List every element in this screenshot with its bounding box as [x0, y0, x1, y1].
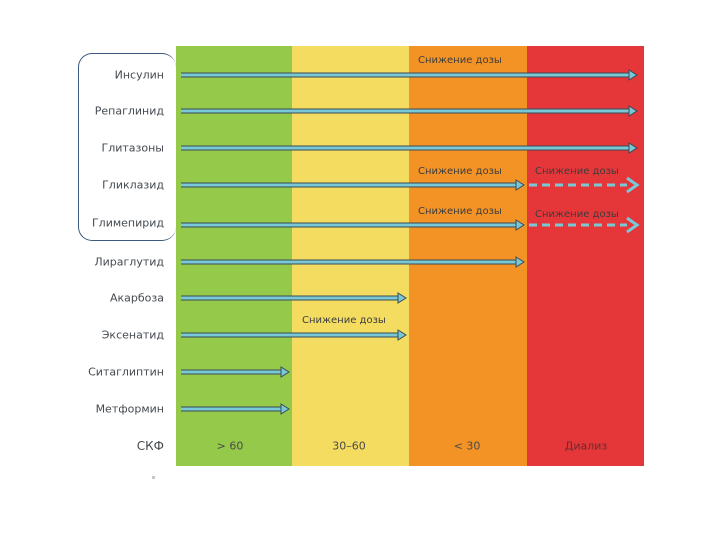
drug-label-acarbose: Акарбоза	[110, 291, 164, 305]
note-glimepiride-dialysis-dose-reduction: Снижение дозы	[535, 209, 619, 220]
drug-label-exenatide: Эксенатид	[101, 328, 164, 342]
axis-label-gt60: > 60	[216, 439, 244, 453]
zone-gfr-lt30	[409, 46, 527, 466]
note-gliclazide-dialysis-dose-reduction: Снижение дозы	[535, 166, 619, 177]
axis-label-dialysis: Диализ	[564, 439, 608, 453]
note-glimepiride-dose-reduction: Снижение дозы	[418, 206, 502, 217]
dashed-arrow-glimepiride	[529, 216, 640, 234]
stray-mark	[152, 476, 155, 479]
drug-label-metformin: Метформин	[95, 402, 164, 416]
axis-label-lt30: < 30	[453, 439, 481, 453]
drug-label-repaglinide: Репаглинид	[94, 104, 164, 118]
arrow-glimepiride	[181, 219, 525, 231]
drug-label-liraglutide: Лираглутид	[94, 255, 164, 269]
zone-dialysis	[527, 46, 644, 466]
axis-title: СКФ	[136, 439, 164, 453]
drug-label-insulin: Инсулин	[114, 68, 164, 82]
arrow-acarbose	[181, 292, 407, 304]
drug-label-glimepiride: Глимепирид	[91, 216, 164, 230]
note-exenatide-dose-reduction: Снижение дозы	[302, 315, 386, 326]
drug-label-sitagliptin: Ситаглиптин	[88, 365, 164, 379]
drug-label-glitazones: Глитазоны	[101, 141, 165, 155]
zone-gfr-gt60	[176, 46, 292, 466]
note-gliclazide-dose-reduction: Снижение дозы	[418, 166, 502, 177]
dashed-arrow-gliclazide	[529, 176, 640, 194]
arrow-exenatide	[181, 329, 407, 341]
zone-gfr-30-60	[292, 46, 409, 466]
arrow-glitazones	[181, 142, 638, 154]
drug-label-gliclazide: Гликлазид	[102, 178, 164, 192]
arrow-metformin	[181, 403, 290, 415]
arrow-gliclazide	[181, 179, 525, 191]
arrow-insulin	[181, 69, 638, 81]
arrow-sitagliptin	[181, 366, 290, 378]
drug-group-bracket	[78, 53, 176, 241]
axis-label-30-60: 30–60	[332, 439, 366, 453]
arrow-repaglinide	[181, 105, 638, 117]
note-insulin-dose-reduction: Снижение дозы	[418, 55, 502, 66]
arrow-liraglutide	[181, 256, 525, 268]
